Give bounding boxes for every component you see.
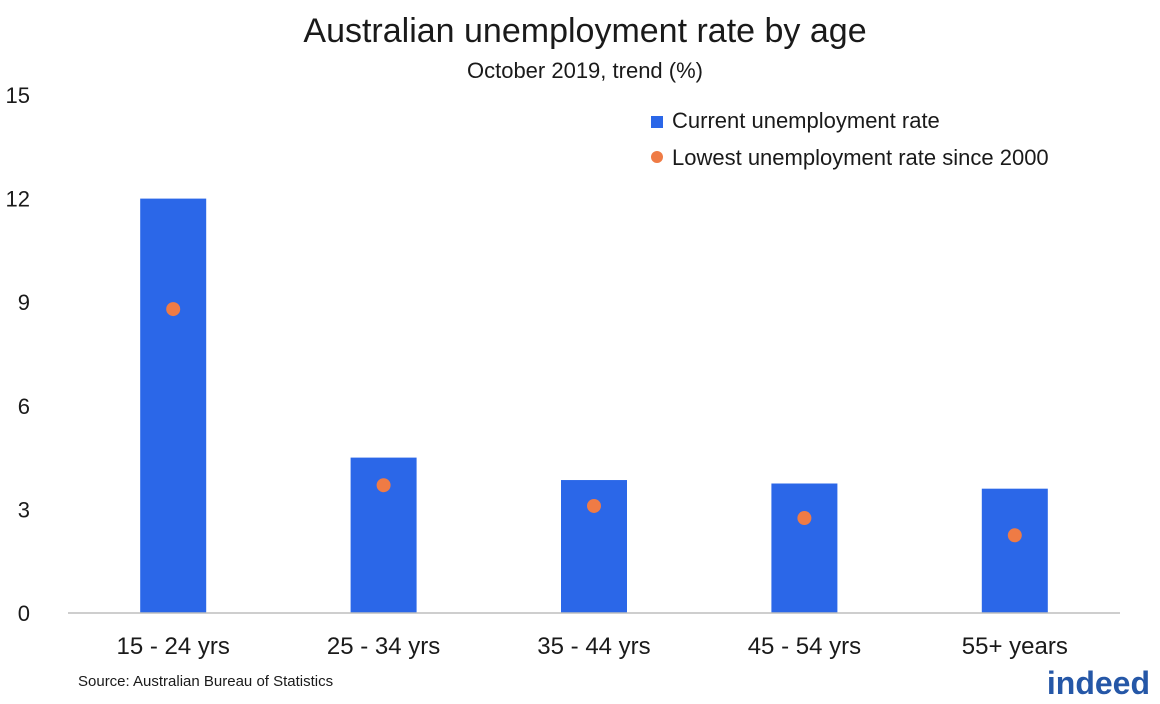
legend: Current unemployment rate Lowest unemplo… bbox=[651, 108, 1049, 170]
y-tick-label-12: 12 bbox=[6, 187, 30, 212]
bar-5 bbox=[981, 488, 1048, 613]
point-5 bbox=[1007, 528, 1022, 543]
point-4 bbox=[797, 511, 812, 526]
x-category-label-3: 35 - 44 yrs bbox=[537, 633, 650, 660]
bar-1 bbox=[140, 198, 207, 613]
x-category-label-5: 55+ years bbox=[962, 633, 1068, 660]
x-axis-labels: 15 - 24 yrs 25 - 34 yrs 35 - 44 yrs 45 - 54… bbox=[117, 633, 1068, 660]
chart-subtitle: October 2019, trend (%) bbox=[467, 58, 703, 83]
point-2 bbox=[376, 478, 391, 493]
point-3 bbox=[587, 498, 601, 513]
legend-label-current: Current unemployment rate bbox=[672, 108, 940, 133]
x-category-label-1: 15 - 24 yrs bbox=[117, 633, 230, 660]
point-series bbox=[166, 302, 1022, 543]
point-1 bbox=[166, 302, 181, 317]
bar-4 bbox=[771, 483, 838, 613]
x-category-label-2: 25 - 34 yrs bbox=[327, 633, 440, 660]
y-tick-label-9: 9 bbox=[18, 290, 30, 315]
chart-title: Australian unemployment rate by age bbox=[303, 12, 866, 50]
y-tick-label-6: 6 bbox=[18, 394, 30, 419]
bar-series bbox=[140, 198, 1048, 613]
legend-swatch-lowest bbox=[651, 151, 663, 163]
legend-swatch-current bbox=[651, 116, 663, 128]
indeed-logo: indeed bbox=[1047, 665, 1150, 701]
x-category-label-4: 45 - 54 yrs bbox=[748, 633, 861, 660]
y-axis-ticks: 0 3 6 9 12 15 bbox=[6, 83, 30, 626]
y-tick-label-15: 15 bbox=[6, 83, 30, 108]
source-note: Source: Australian Bureau of Statistics bbox=[78, 673, 333, 690]
y-tick-label-3: 3 bbox=[18, 497, 30, 522]
legend-label-lowest: Lowest unemployment rate since 2000 bbox=[672, 145, 1049, 170]
y-tick-label-0: 0 bbox=[18, 601, 30, 626]
